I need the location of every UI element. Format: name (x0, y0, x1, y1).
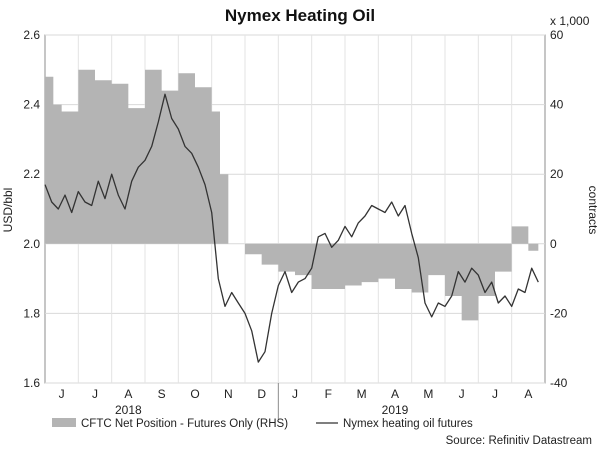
axis-ticks: 1.6 1.8 2.0 2.2 2.4 2.6 -40 -20 0 20 40 60 J J A S O N D J F… (23, 28, 568, 419)
right-tick-label: 0 (550, 237, 557, 251)
left-tick-label: 2.2 (23, 167, 40, 181)
year-label: 2019 (382, 403, 409, 417)
right-tick-label: 20 (550, 167, 564, 181)
month-tick-label: M (423, 387, 433, 401)
month-tick-label: J (92, 387, 98, 401)
month-tick-label: D (257, 387, 266, 401)
left-axis-title: USD/bbl (1, 188, 15, 233)
plot-area (44, 34, 546, 384)
month-tick-label: J (459, 387, 465, 401)
left-tick-label: 1.6 (23, 376, 40, 390)
heating-oil-futures-line (44, 93, 539, 363)
right-tick-label: -20 (550, 306, 568, 320)
month-tick-label: S (158, 387, 166, 401)
month-tick-label: N (224, 387, 233, 401)
year-label: 2018 (115, 403, 142, 417)
month-tick-label: A (124, 387, 132, 401)
legend-swatch-area (52, 418, 76, 427)
month-tick-label: J (59, 387, 65, 401)
right-tick-label: -40 (550, 376, 568, 390)
month-tick-label: F (325, 387, 332, 401)
month-tick-label: J (492, 387, 498, 401)
source-note: Source: Refinitiv Datastream (446, 435, 592, 447)
left-tick-label: 2.0 (23, 237, 40, 251)
month-tick-label: J (292, 387, 298, 401)
left-tick-label: 1.8 (23, 306, 40, 320)
cftc-net-position-area (45, 69, 539, 321)
legend-label-futures: Nymex heating oil futures (343, 418, 473, 430)
right-tick-label: 60 (550, 28, 564, 42)
month-tick-label: M (357, 387, 367, 401)
month-tick-label: O (190, 387, 199, 401)
legend: CFTC Net Position - Futures Only (RHS) N… (52, 418, 473, 430)
right-tick-label: 40 (550, 98, 564, 112)
chart-title: Nymex Heating Oil (225, 6, 375, 25)
month-tick-label: A (524, 387, 532, 401)
month-tick-label: A (391, 387, 399, 401)
legend-label-cftc: CFTC Net Position - Futures Only (RHS) (81, 418, 288, 430)
right-axis-title: contracts (586, 186, 600, 235)
left-tick-label: 2.6 (23, 28, 40, 42)
right-axis-unit: x 1,000 (550, 14, 590, 28)
left-tick-label: 2.4 (23, 98, 40, 112)
